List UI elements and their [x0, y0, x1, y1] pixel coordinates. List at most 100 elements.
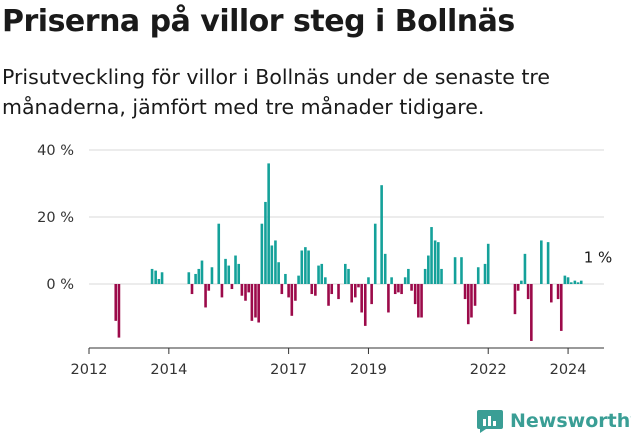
- bar: [317, 265, 320, 284]
- bar: [546, 242, 550, 285]
- bar: [569, 282, 573, 284]
- bar: [437, 242, 440, 285]
- bar: [403, 277, 407, 284]
- bar: [453, 257, 457, 284]
- bar: [400, 284, 403, 295]
- bar: [353, 284, 357, 298]
- bar: [267, 163, 270, 284]
- x-tick-label: 2017: [270, 362, 307, 378]
- x-tick-label: 2019: [350, 362, 387, 378]
- bar: [410, 284, 413, 291]
- bar: [367, 277, 370, 284]
- bar: [513, 284, 517, 315]
- bar: [463, 284, 467, 300]
- bar: [383, 253, 387, 284]
- bar: [486, 243, 490, 284]
- bar: [417, 284, 420, 318]
- newsworthy-logo-icon: [477, 410, 503, 433]
- bar: [397, 284, 400, 293]
- bar: [563, 275, 567, 285]
- bar: [237, 263, 241, 284]
- chart-title: Priserna på villor steg i Bollnäs: [2, 4, 515, 39]
- bar: [260, 223, 264, 284]
- x-tick-label: 2024: [550, 362, 587, 378]
- bar: [526, 284, 530, 300]
- bar: [310, 284, 314, 295]
- bar: [200, 260, 204, 284]
- bar: [427, 255, 430, 285]
- bar: [157, 278, 161, 285]
- bar: [197, 268, 201, 285]
- bar: [324, 277, 327, 284]
- bar: [483, 263, 487, 284]
- bar: [244, 284, 247, 301]
- bar: [277, 262, 280, 285]
- bar: [540, 240, 543, 284]
- y-tick-label: 20 %: [37, 210, 74, 226]
- x-tick-label: 2014: [150, 362, 187, 378]
- bar: [360, 284, 363, 313]
- bar: [194, 273, 197, 284]
- bar: [210, 267, 214, 284]
- y-tick-label: 40 %: [37, 143, 74, 159]
- axes: 0 % 20 % 40 % 2012 2014 2017 2019 2022 2024: [37, 143, 604, 378]
- bar: [423, 268, 427, 285]
- bar: [307, 250, 310, 284]
- bar: [393, 284, 397, 295]
- bar: [304, 247, 307, 284]
- bar: [407, 268, 410, 285]
- bar: [576, 282, 580, 284]
- y-tick-label: 0 %: [46, 277, 74, 293]
- bar: [573, 280, 577, 284]
- bar: [287, 284, 290, 298]
- bar: [579, 280, 583, 284]
- bar: [320, 263, 324, 284]
- bar: [204, 284, 207, 308]
- bar: [433, 240, 437, 284]
- bar: [114, 284, 118, 321]
- bar: [380, 185, 383, 285]
- bar: [550, 284, 553, 303]
- bar: [387, 284, 390, 313]
- bar: [476, 267, 480, 284]
- bar: [363, 284, 367, 326]
- bar: [470, 284, 473, 318]
- bar: [460, 257, 463, 284]
- bar: [390, 277, 393, 284]
- bar: [350, 284, 353, 303]
- bar: [440, 268, 443, 285]
- bar: [357, 284, 360, 288]
- bar: [294, 284, 297, 301]
- bar: [473, 284, 477, 306]
- bar: [523, 253, 527, 284]
- newsworthy-brand: Newsworthy: [476, 408, 631, 434]
- bar: [257, 284, 260, 323]
- bar: [556, 284, 560, 300]
- bar: [270, 245, 274, 284]
- bar: [230, 284, 234, 290]
- chart-subtitle: Prisutveckling för villor i Bollnäs unde…: [2, 65, 551, 119]
- bar: [150, 268, 154, 285]
- bar: [254, 284, 257, 318]
- bar: [274, 240, 277, 284]
- bar: [250, 284, 254, 321]
- bar: [370, 284, 373, 305]
- bar: [559, 284, 563, 331]
- bar: [117, 284, 121, 338]
- bar: [234, 255, 237, 285]
- bar: [520, 280, 523, 284]
- bar: [373, 223, 377, 284]
- bars: [114, 163, 583, 341]
- bar: [314, 284, 317, 296]
- bar: [290, 284, 294, 316]
- bar: [297, 275, 300, 285]
- last-value-label: 1 %: [584, 249, 613, 267]
- bar: [566, 277, 570, 284]
- bar: [217, 223, 221, 284]
- bar: [330, 284, 334, 295]
- bar: [347, 268, 350, 285]
- bar: [160, 272, 164, 284]
- x-tick-label: 2022: [470, 362, 507, 378]
- bar: [190, 284, 194, 295]
